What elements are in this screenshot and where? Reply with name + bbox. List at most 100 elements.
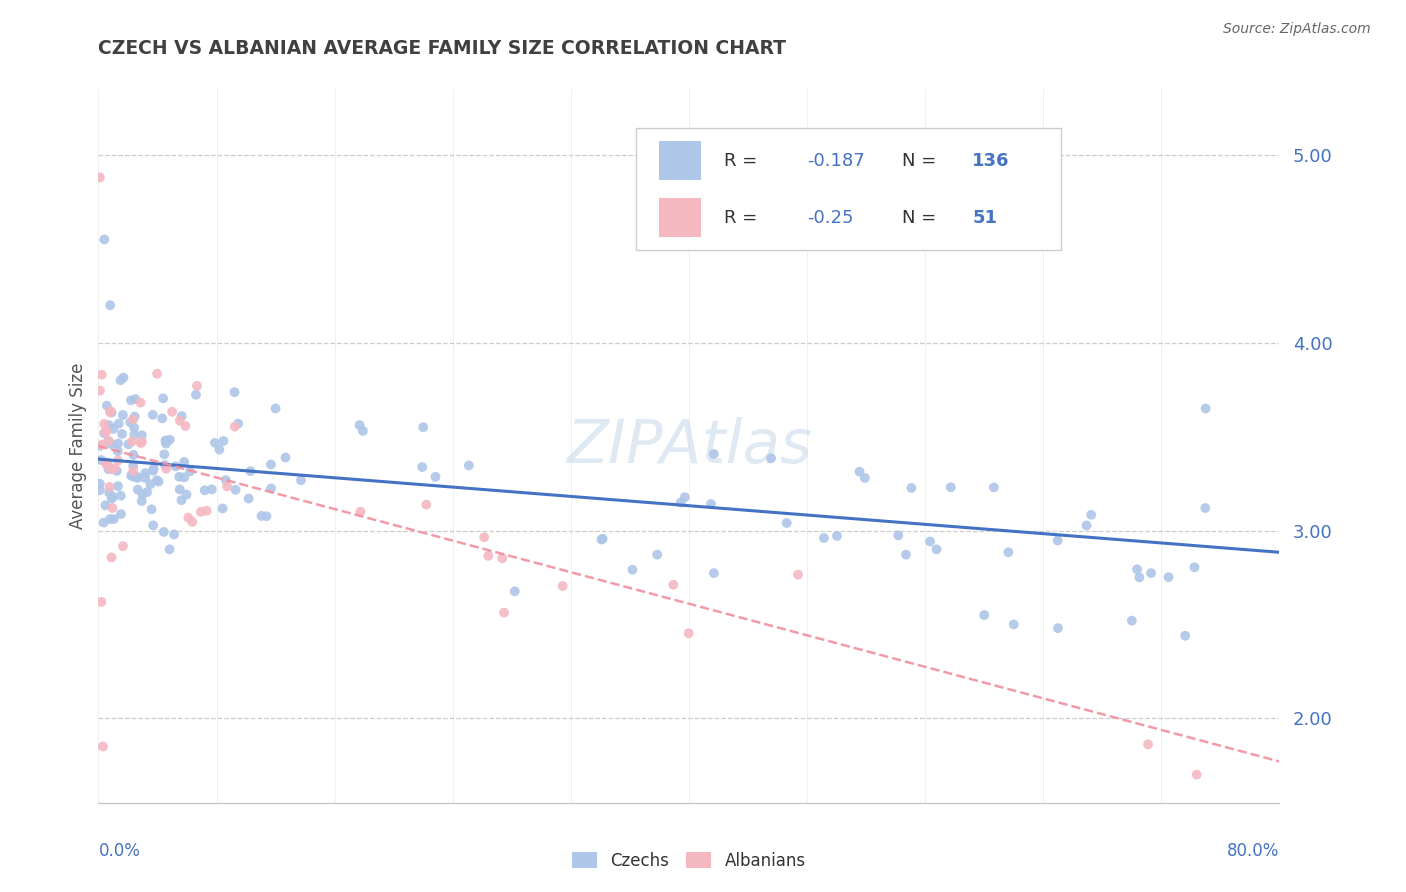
Point xyxy=(131,428,153,442)
Point xyxy=(107,479,129,493)
Point xyxy=(238,491,260,506)
Point xyxy=(120,468,142,483)
Point xyxy=(673,490,696,504)
Point xyxy=(352,424,374,438)
Point xyxy=(134,466,156,480)
Point xyxy=(98,480,121,494)
Point xyxy=(1157,570,1180,584)
Point xyxy=(787,567,810,582)
Point xyxy=(122,469,145,483)
Point xyxy=(150,411,173,425)
Point xyxy=(91,739,114,754)
Point xyxy=(107,436,129,450)
Point xyxy=(349,505,371,519)
Point xyxy=(142,518,165,533)
Point xyxy=(90,368,112,382)
Point xyxy=(155,436,177,450)
Point xyxy=(887,528,910,542)
Point xyxy=(103,512,125,526)
Point xyxy=(163,527,186,541)
Point xyxy=(260,482,283,496)
Point xyxy=(93,516,115,530)
Point xyxy=(165,459,187,474)
Point xyxy=(89,439,111,453)
Point xyxy=(122,470,145,484)
Point xyxy=(274,450,297,465)
Point xyxy=(1185,767,1208,781)
Point xyxy=(457,458,479,473)
Point xyxy=(211,501,233,516)
Point xyxy=(100,437,122,451)
Point xyxy=(146,367,169,381)
Point xyxy=(152,392,174,406)
Point xyxy=(621,563,644,577)
Text: -0.187: -0.187 xyxy=(807,152,865,169)
Point xyxy=(111,539,134,553)
Point xyxy=(591,533,613,547)
Point xyxy=(131,487,153,501)
Point xyxy=(98,485,121,500)
Point xyxy=(477,549,499,563)
Point xyxy=(155,434,177,448)
Text: 51: 51 xyxy=(973,209,997,227)
Text: R =: R = xyxy=(724,209,763,227)
Point xyxy=(89,476,111,491)
Point xyxy=(201,483,224,497)
Point xyxy=(1137,737,1160,751)
Point xyxy=(170,409,193,423)
Point xyxy=(97,462,120,476)
Point xyxy=(122,428,145,442)
Point xyxy=(415,498,437,512)
Point xyxy=(139,477,162,491)
Point xyxy=(112,370,135,384)
Point xyxy=(225,483,247,497)
Point xyxy=(703,566,725,580)
Text: N =: N = xyxy=(901,152,942,169)
Point xyxy=(155,462,177,476)
Point xyxy=(159,542,181,557)
Point xyxy=(1046,533,1069,548)
Point xyxy=(179,464,201,478)
Point xyxy=(997,545,1019,559)
Point xyxy=(129,395,152,409)
Point xyxy=(662,578,685,592)
Point xyxy=(122,448,145,462)
Point xyxy=(825,529,848,543)
Point xyxy=(1002,617,1025,632)
Point xyxy=(93,417,115,431)
Point xyxy=(190,505,212,519)
Point xyxy=(125,470,148,484)
Point xyxy=(100,550,122,565)
Text: R =: R = xyxy=(724,152,763,169)
Point xyxy=(110,373,132,387)
Point xyxy=(142,464,165,478)
Point xyxy=(122,421,145,435)
Point xyxy=(703,447,725,461)
Point xyxy=(148,475,170,489)
Point xyxy=(153,458,176,472)
Text: CZECH VS ALBANIAN AVERAGE FAMILY SIZE CORRELATION CHART: CZECH VS ALBANIAN AVERAGE FAMILY SIZE CO… xyxy=(98,39,786,58)
Point xyxy=(848,465,870,479)
Point xyxy=(983,480,1005,494)
Point xyxy=(776,516,799,530)
Point xyxy=(104,461,127,475)
Text: Source: ZipAtlas.com: Source: ZipAtlas.com xyxy=(1223,22,1371,37)
Point xyxy=(759,451,782,466)
Point xyxy=(97,457,120,471)
Point xyxy=(127,471,149,485)
Point xyxy=(173,470,195,484)
Point xyxy=(107,417,129,431)
Point xyxy=(153,447,176,461)
FancyBboxPatch shape xyxy=(659,198,700,237)
Point xyxy=(973,607,995,622)
Point xyxy=(100,491,122,506)
Point xyxy=(97,434,120,449)
Point xyxy=(1194,501,1216,516)
Point xyxy=(101,501,124,516)
Point xyxy=(181,515,204,529)
Point xyxy=(111,408,134,422)
Point xyxy=(98,404,121,418)
Point xyxy=(264,401,287,416)
Point xyxy=(89,384,111,398)
Y-axis label: Average Family Size: Average Family Size xyxy=(69,363,87,529)
